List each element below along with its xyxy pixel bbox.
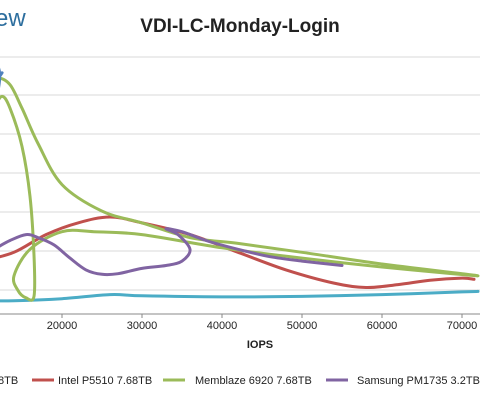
x-tick-label: 50000 [287, 320, 318, 332]
series-line-3 [0, 227, 344, 277]
x-tick-label: 30000 [127, 320, 158, 332]
series-layer [0, 67, 480, 303]
legend: 8TB Intel P5510 7.68TB Memblaze 6920 7.68T… [0, 375, 480, 387]
gridlines [0, 56, 480, 291]
x-tick-label: 40000 [207, 320, 238, 332]
legend-label: Intel P5510 7.68TB [58, 375, 152, 387]
x-axis-label: IOPS [247, 339, 273, 351]
x-tick-labels: 20000 30000 40000 50000 60000 70000 [47, 314, 478, 332]
chart-title: VDI-LC-Monday-Login [140, 16, 339, 37]
x-tick-label: 70000 [447, 320, 478, 332]
series-line-0 [0, 289, 480, 303]
logo-text: ew [0, 5, 26, 32]
x-tick-label: 20000 [47, 320, 78, 332]
legend-label: 8TB [0, 375, 18, 387]
series-line-2 [0, 76, 480, 302]
series-line-1 [0, 215, 476, 290]
legend-label: Samsung PM1735 3.2TB [357, 375, 480, 387]
x-tick-label: 60000 [367, 320, 398, 332]
legend-label: Memblaze 6920 7.68TB [195, 375, 312, 387]
